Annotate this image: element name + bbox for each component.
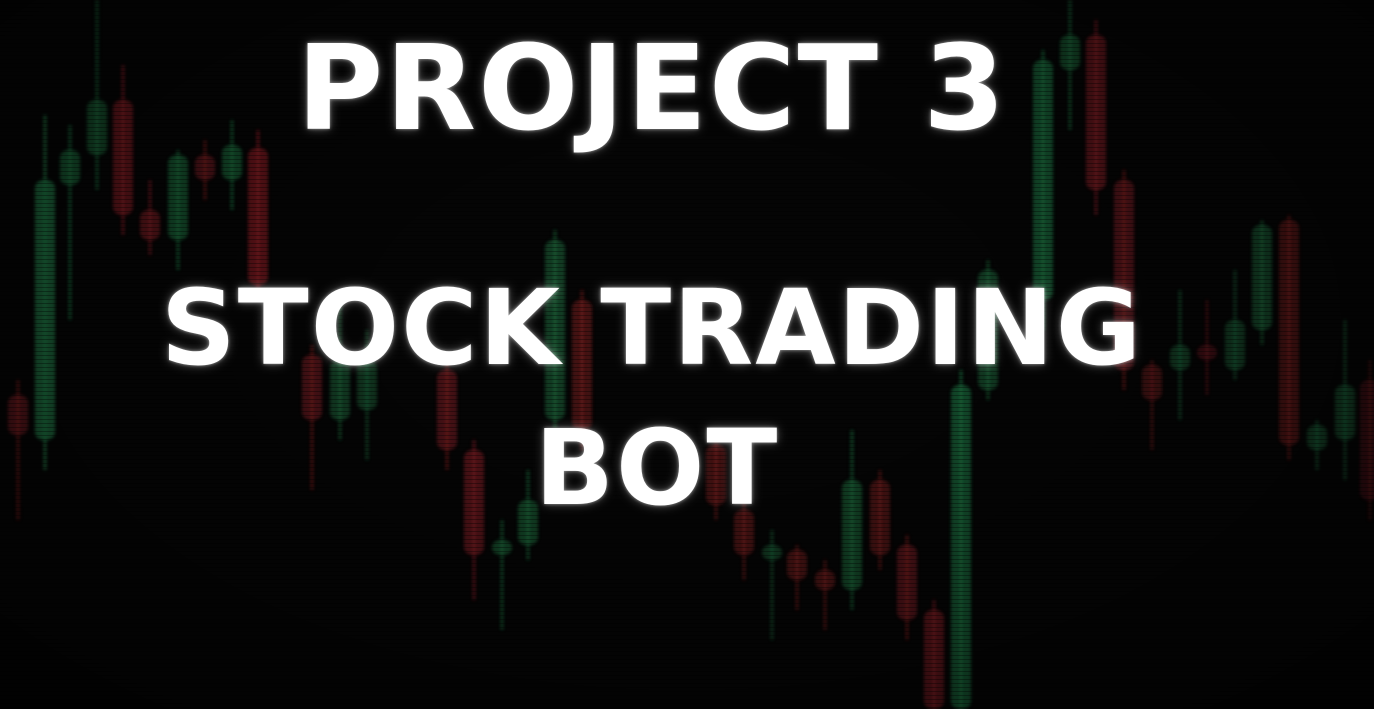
title-stock-trading: STOCK TRADING [160, 267, 1144, 389]
title-project-number: PROJECT 3 [296, 19, 1008, 157]
title-bot: BOT [534, 407, 780, 529]
